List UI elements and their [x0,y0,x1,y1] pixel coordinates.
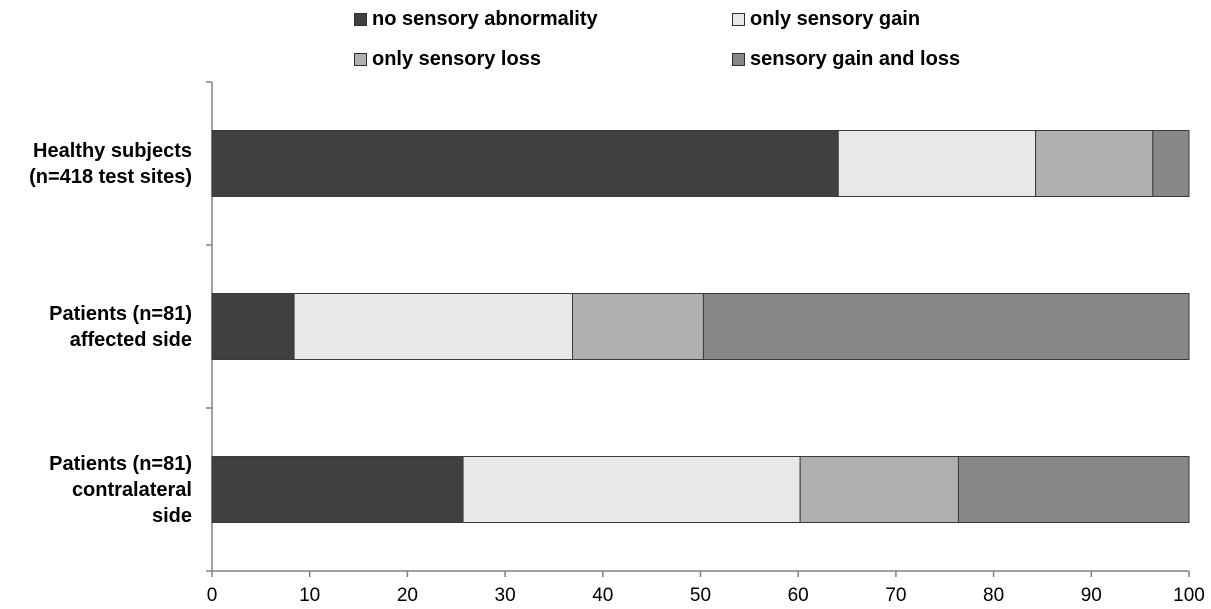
legend-item: sensory gain and loss [732,48,960,71]
x-tick-label: 100 [1173,585,1205,606]
category-label-line: contralateral [71,478,192,501]
legend-swatch [354,53,367,66]
category-label-line: affected side [69,328,192,351]
bars [211,130,1190,523]
x-tick-label: 80 [983,585,1005,606]
legend-label: only sensory loss [372,48,541,70]
bar-segment [211,293,295,360]
category-label-line: Patients (n=81) [49,302,192,325]
category-label: Patients (n=81) affected side [0,301,192,353]
category-label: Healthy subjects (n=418 test sites) [0,138,192,190]
category-label: Patients (n=81) contralateral side [0,451,192,529]
bar-segment [211,456,464,523]
bar-segment [1152,130,1190,197]
x-tick-label: 60 [787,585,809,606]
legend-swatch [354,13,367,26]
bar-segment [1035,130,1154,197]
legend-label: no sensory abnormality [372,8,598,30]
x-tick-label: 40 [592,585,614,606]
legend-item: only sensory gain [732,8,920,31]
x-tick-label: 0 [206,585,218,606]
category-label-line: side [151,504,192,527]
x-tick-label: 20 [396,585,418,606]
x-tick-label: 10 [299,585,321,606]
legend-swatch [732,13,745,26]
x-tick-label: 50 [689,585,712,606]
x-tick-label: 70 [885,585,907,606]
legend-label: sensory gain and loss [750,48,961,70]
legend-item: no sensory abnormality [354,8,598,31]
bar-segment [957,456,1190,523]
legend-label: only sensory gain [750,8,921,30]
legend-swatch [732,53,745,66]
bar-segment [799,456,959,523]
bar-segment [702,293,1190,360]
legend-item: only sensory loss [354,48,541,71]
bar-segment [837,130,1037,197]
category-label-line: (n=418 test sites) [29,165,192,188]
bar-segment [462,456,801,523]
x-tick-label: 90 [1080,585,1102,606]
x-tick-label: 30 [494,585,516,606]
bar-segment [293,293,574,360]
category-label-line: Healthy subjects [33,139,192,162]
bar-segment [211,130,839,197]
category-label-line: Patients (n=81) [49,452,192,475]
bar-segment [572,293,704,360]
